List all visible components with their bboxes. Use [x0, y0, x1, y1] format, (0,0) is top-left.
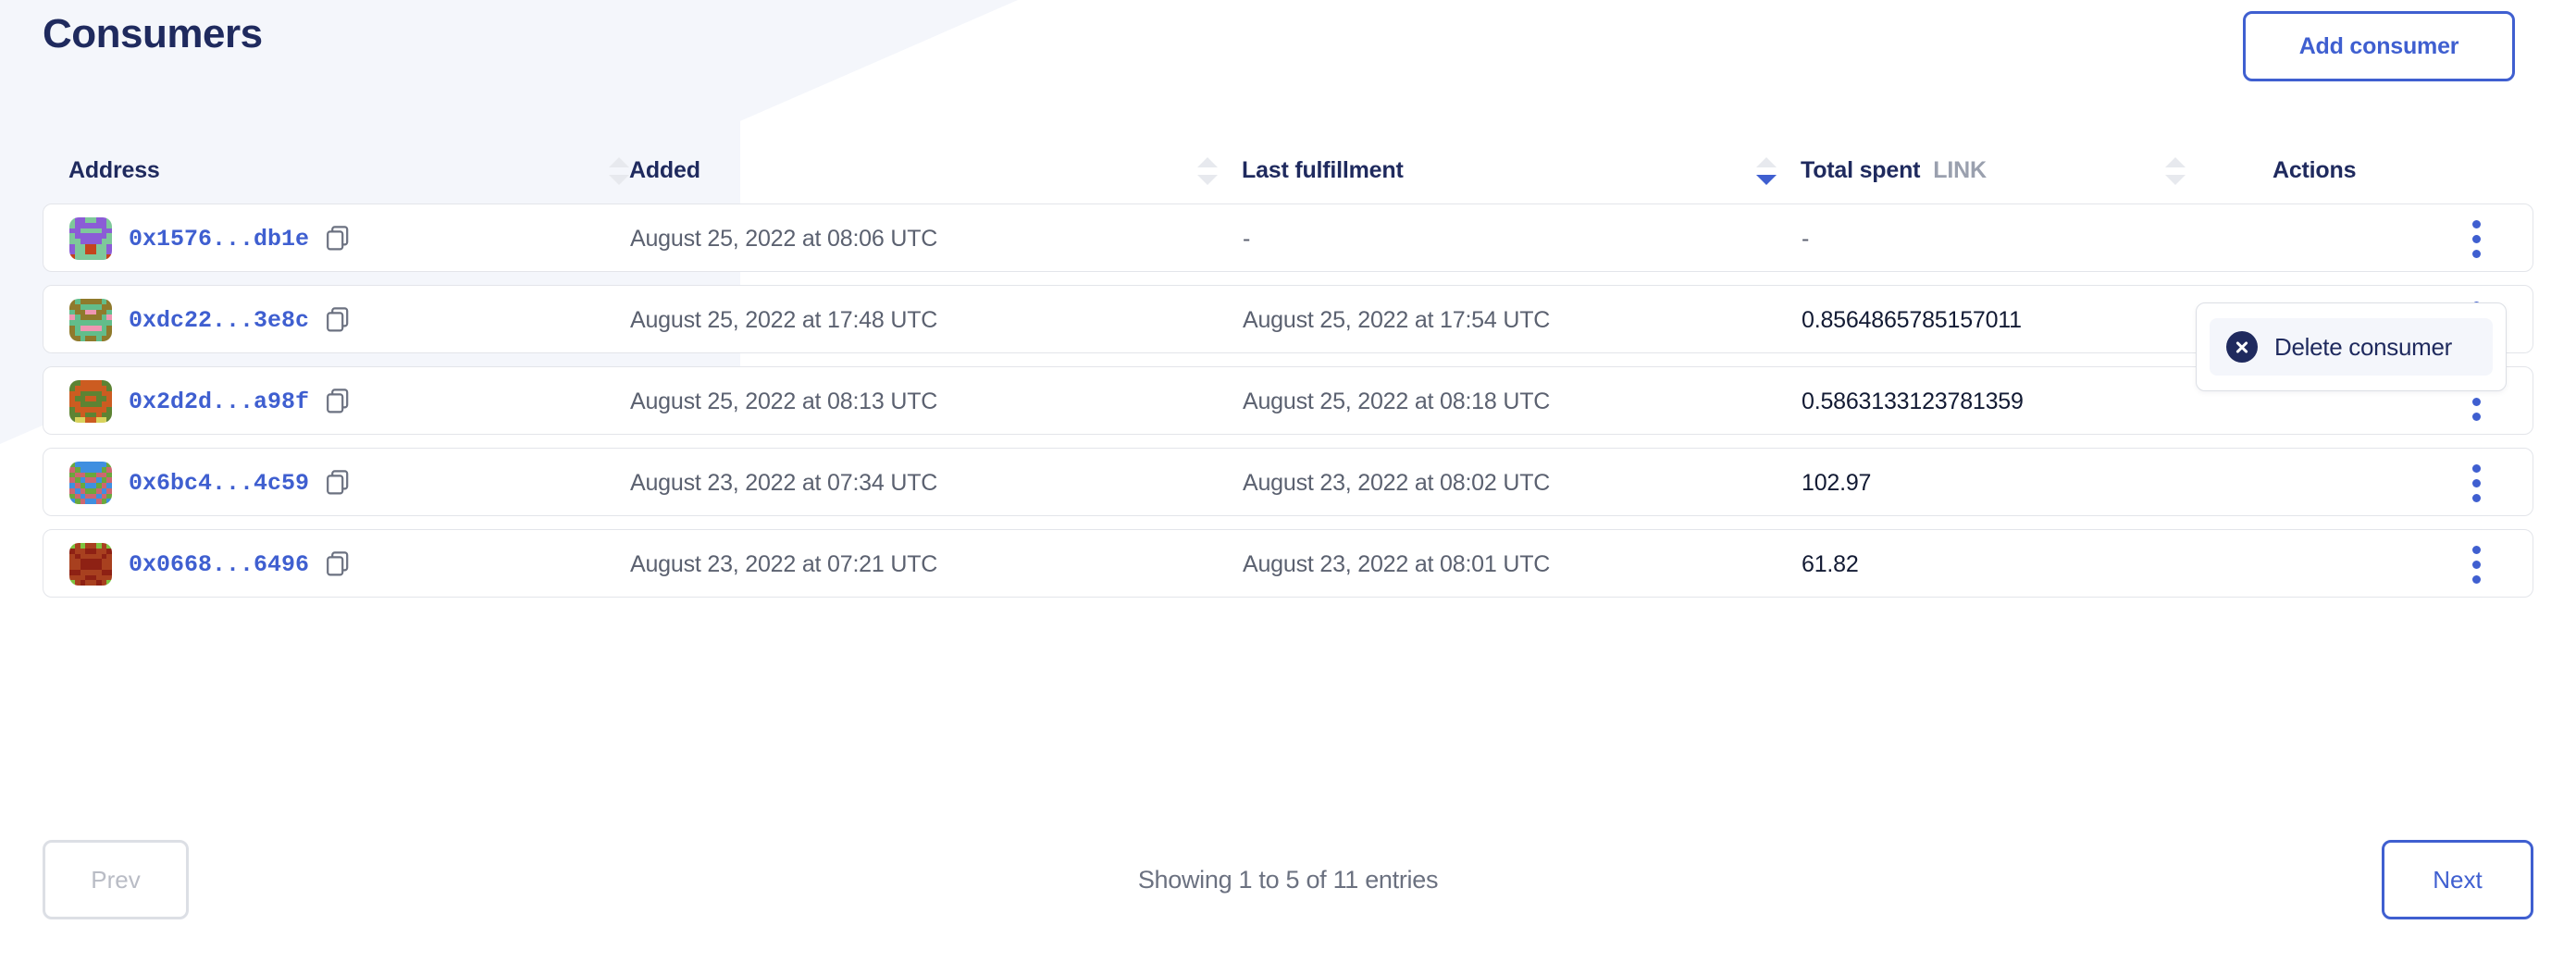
last-fulfillment-text: August 23, 2022 at 08:01 UTC [1243, 550, 1551, 577]
added-date-text: August 25, 2022 at 08:06 UTC [630, 225, 938, 252]
cell-last-fulfillment: - [1243, 204, 1250, 273]
column-header-actions-label: Actions [2273, 156, 2357, 183]
column-header-added-label: Added [629, 156, 700, 183]
page-title: Consumers [43, 11, 263, 56]
cell-added: August 23, 2022 at 07:21 UTC [630, 530, 937, 598]
cell-total-spent: 0.5863133123781359 [1802, 367, 2024, 436]
sort-desc-arrow-icon [1197, 175, 1218, 185]
sort-asc-arrow-icon [2165, 157, 2186, 167]
cell-last-fulfillment: August 23, 2022 at 08:01 UTC [1243, 530, 1550, 598]
total-spent-text: 0.8564865785157011 [1802, 306, 2022, 333]
add-consumer-button[interactable]: Add consumer [2243, 11, 2515, 81]
table-row: 0x1576...db1e August 25, 2022 at 08:06 UT… [43, 204, 2533, 272]
cell-last-fulfillment: August 23, 2022 at 08:02 UTC [1243, 449, 1550, 517]
address-link[interactable]: 0x1576...db1e [129, 225, 310, 253]
sort-desc-arrow-icon [1756, 175, 1777, 185]
row-actions-menu-icon[interactable] [2451, 458, 2501, 508]
cell-total-spent: 0.8564865785157011 [1802, 286, 2022, 354]
column-header-last-fulfillment-label: Last fulfillment [1242, 156, 1404, 183]
actions-dropdown-menu: Delete consumer [2196, 302, 2507, 391]
column-header-total-spent-unit: LINK [1933, 156, 1987, 183]
table-row: 0x2d2d...a98f August 25, 2022 at 08:13 UT… [43, 366, 2533, 435]
table-header-row: Address Added Last fulfillment [43, 137, 2533, 204]
cell-added: August 23, 2022 at 07:34 UTC [630, 449, 937, 517]
column-header-total-spent[interactable]: Total spent LINK [1801, 137, 1987, 204]
sort-asc-arrow-icon [609, 157, 629, 167]
avatar [69, 299, 112, 341]
cell-total-spent: 102.97 [1802, 449, 1871, 517]
row-actions-menu-icon[interactable] [2451, 214, 2501, 264]
table-row: 0x0668...6496 August 23, 2022 at 07:21 UT… [43, 529, 2533, 598]
copy-address-icon[interactable] [326, 226, 350, 252]
added-date-text: August 25, 2022 at 08:13 UTC [630, 388, 938, 414]
cell-total-spent: 61.82 [1802, 530, 1859, 598]
table-row: 0x6bc4...4c59 August 23, 2022 at 07:34 UT… [43, 448, 2533, 516]
row-actions-menu-icon[interactable] [2451, 539, 2501, 589]
cell-address: 0x1576...db1e [69, 204, 350, 273]
column-header-last-fulfillment[interactable]: Last fulfillment [1242, 137, 1404, 204]
last-fulfillment-text: August 23, 2022 at 08:02 UTC [1243, 469, 1551, 496]
column-header-total-spent-label: Total spent [1801, 156, 1921, 183]
consumers-table: Address Added Last fulfillment [43, 137, 2533, 610]
cell-address: 0x0668...6496 [69, 530, 350, 598]
address-link[interactable]: 0x0668...6496 [129, 550, 310, 578]
cell-address: 0xdc22...3e8c [69, 286, 350, 354]
cell-address: 0x2d2d...a98f [69, 367, 350, 436]
menu-item-delete-consumer-label: Delete consumer [2274, 332, 2453, 361]
copy-address-icon[interactable] [326, 388, 350, 414]
sort-desc-arrow-icon [609, 175, 629, 185]
address-link[interactable]: 0x6bc4...4c59 [129, 469, 310, 497]
sort-toggle-actions[interactable] [2165, 157, 2186, 185]
last-fulfillment-text: - [1243, 225, 1251, 252]
cell-total-spent: - [1802, 204, 1809, 273]
added-date-text: August 23, 2022 at 07:34 UTC [630, 469, 938, 496]
total-spent-text: 102.97 [1802, 469, 1872, 496]
pagination-status-text: Showing 1 to 5 of 11 entries [1137, 865, 1439, 894]
page-header: Consumers Add consumer [0, 0, 2576, 109]
copy-address-icon[interactable] [326, 470, 350, 496]
total-spent-text: - [1802, 225, 1810, 252]
sort-toggle-added[interactable] [609, 157, 629, 185]
avatar [69, 380, 112, 423]
column-header-actions: Actions [2273, 137, 2356, 204]
column-header-address-label: Address [68, 156, 160, 183]
sort-asc-arrow-icon [1197, 157, 1218, 167]
cell-actions [2451, 449, 2523, 517]
last-fulfillment-text: August 25, 2022 at 17:54 UTC [1243, 306, 1551, 333]
prev-page-button[interactable]: Prev [43, 840, 189, 919]
cell-last-fulfillment: August 25, 2022 at 08:18 UTC [1243, 367, 1550, 436]
avatar [69, 543, 112, 586]
sort-desc-arrow-icon [2165, 175, 2186, 185]
sort-toggle-last-fulfillment[interactable] [1197, 157, 1218, 185]
table-body: 0x1576...db1e August 25, 2022 at 08:06 UT… [43, 204, 2533, 598]
added-date-text: August 23, 2022 at 07:21 UTC [630, 550, 938, 577]
last-fulfillment-text: August 25, 2022 at 08:18 UTC [1243, 388, 1551, 414]
total-spent-text: 0.5863133123781359 [1802, 388, 2024, 414]
sort-toggle-total-spent[interactable] [1756, 157, 1777, 185]
cell-last-fulfillment: August 25, 2022 at 17:54 UTC [1243, 286, 1550, 354]
next-page-button[interactable]: Next [2382, 840, 2533, 919]
column-header-address: Address [68, 137, 160, 204]
cell-actions [2451, 204, 2523, 273]
cell-actions [2451, 530, 2523, 598]
cell-added: August 25, 2022 at 08:13 UTC [630, 367, 937, 436]
cell-added: August 25, 2022 at 08:06 UTC [630, 204, 937, 273]
sort-asc-arrow-icon [1756, 157, 1777, 167]
address-link[interactable]: 0xdc22...3e8c [129, 306, 310, 334]
column-header-added[interactable]: Added [629, 137, 700, 204]
cell-address: 0x6bc4...4c59 [69, 449, 350, 517]
table-row: 0xdc22...3e8c August 25, 2022 at 17:48 UT… [43, 285, 2533, 353]
address-link[interactable]: 0x2d2d...a98f [129, 388, 310, 415]
avatar [69, 217, 112, 260]
x-circle-icon [2226, 331, 2258, 363]
added-date-text: August 25, 2022 at 17:48 UTC [630, 306, 938, 333]
total-spent-text: 61.82 [1802, 550, 1859, 577]
pagination-footer: Prev Showing 1 to 5 of 11 entries Next [43, 840, 2533, 919]
avatar [69, 462, 112, 504]
menu-item-delete-consumer[interactable]: Delete consumer [2210, 318, 2493, 376]
copy-address-icon[interactable] [326, 551, 350, 577]
copy-address-icon[interactable] [326, 307, 350, 333]
cell-added: August 25, 2022 at 17:48 UTC [630, 286, 937, 354]
